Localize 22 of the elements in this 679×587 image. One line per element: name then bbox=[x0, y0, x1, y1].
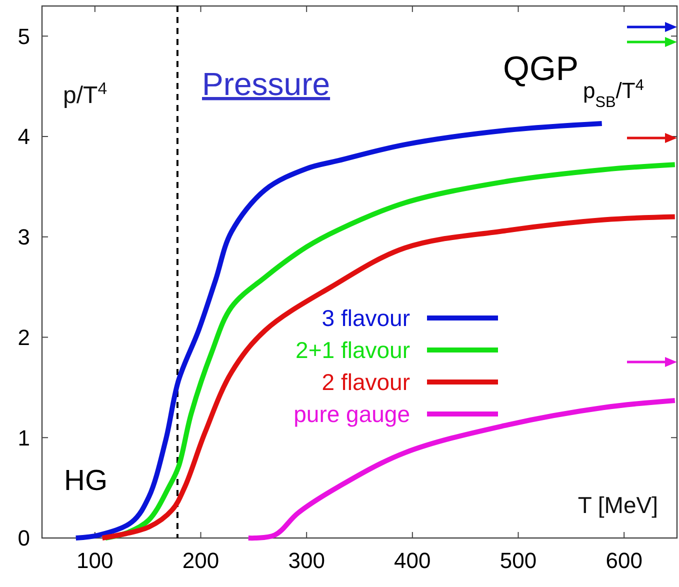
y-tick-label: 2 bbox=[18, 324, 30, 350]
y-tick-label: 5 bbox=[18, 24, 30, 49]
x-tick-label: 600 bbox=[606, 548, 642, 573]
x-tick-label: 300 bbox=[288, 548, 325, 573]
y-tick-label: 0 bbox=[18, 526, 30, 551]
x-tick-label: 200 bbox=[182, 548, 220, 573]
y-tick-label: 4 bbox=[18, 124, 30, 150]
legend-label: 3 flavour bbox=[322, 305, 410, 332]
y-tick-label: 3 bbox=[18, 224, 30, 250]
x-tick-label: 500 bbox=[500, 548, 537, 573]
annotation: QGP bbox=[503, 50, 579, 88]
annotation: HG bbox=[64, 465, 108, 497]
legend-label: 2 flavour bbox=[322, 369, 410, 396]
y-axis-title: p/T$^{4}$ bbox=[63, 78, 108, 109]
x-tick-label: 400 bbox=[394, 548, 431, 573]
annotation: p$_{SB}$/T$^{4}$ bbox=[583, 76, 644, 110]
x-axis-title: T [MeV] bbox=[578, 492, 658, 518]
text: Pressure bbox=[202, 66, 330, 102]
y-tick-label: 1 bbox=[18, 425, 30, 450]
legend-label: 2+1 flavour bbox=[296, 337, 410, 364]
x-tick-label: 100 bbox=[76, 548, 114, 573]
legend-label: pure gauge bbox=[294, 401, 410, 428]
